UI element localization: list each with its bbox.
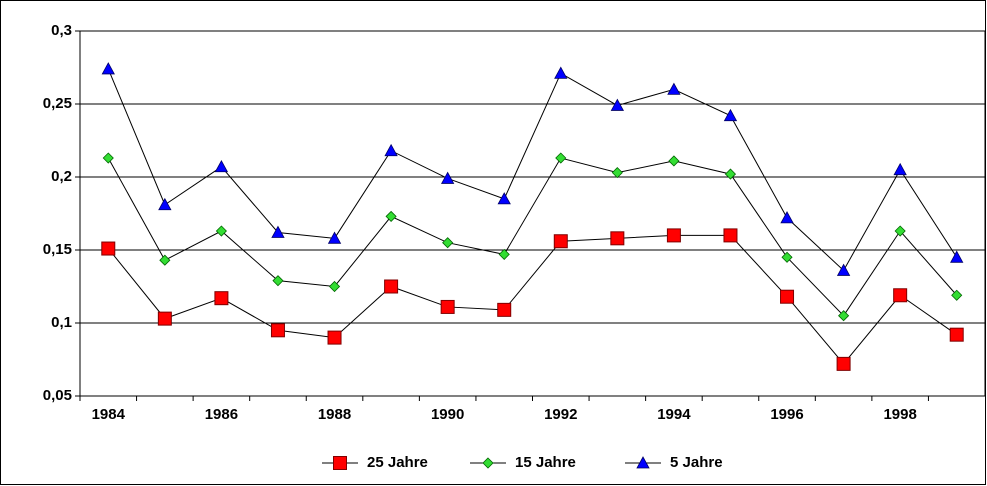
y-tick-label: 0,25 [43, 95, 72, 112]
marker [497, 192, 511, 205]
marker [780, 211, 794, 224]
marker [724, 168, 737, 180]
marker [610, 231, 625, 246]
marker [951, 289, 963, 301]
legend-label: 5 Jahre [670, 454, 723, 471]
y-tick-label: 0,1 [51, 314, 72, 331]
marker [893, 288, 908, 303]
x-tick-label: 1994 [657, 406, 691, 423]
legend-label: 15 Jahre [515, 454, 576, 471]
marker [159, 254, 171, 266]
marker [101, 62, 115, 75]
x-tick-label: 1984 [92, 406, 126, 423]
legend-marker [333, 456, 347, 470]
marker [667, 82, 681, 95]
marker [101, 241, 116, 256]
marker [723, 228, 738, 243]
marker [270, 323, 285, 338]
marker [214, 159, 229, 173]
marker [328, 280, 341, 293]
marker [610, 98, 625, 111]
legend-marker [482, 457, 494, 469]
marker [327, 330, 342, 345]
marker [385, 210, 397, 222]
marker [555, 152, 567, 164]
marker [442, 237, 454, 249]
marker [440, 299, 455, 314]
series-line [107, 234, 958, 365]
y-tick-label: 0,2 [51, 168, 72, 185]
marker [666, 228, 681, 243]
marker [838, 310, 850, 322]
marker [894, 225, 906, 237]
marker [836, 356, 851, 371]
series-line [107, 157, 958, 317]
y-tick-label: 0,05 [43, 387, 72, 404]
marker [893, 162, 907, 176]
marker [384, 279, 399, 294]
legend-marker [636, 456, 650, 469]
marker [327, 231, 342, 244]
marker [780, 289, 795, 304]
x-tick-label: 1986 [205, 406, 238, 423]
x-tick-label: 1988 [318, 406, 351, 423]
plot-area [79, 30, 986, 397]
marker [102, 152, 114, 164]
legend-label: 25 Jahre [367, 454, 428, 471]
x-tick-label: 1996 [770, 406, 803, 423]
marker [553, 234, 568, 249]
y-tick-label: 0,3 [51, 22, 72, 39]
marker [157, 311, 172, 326]
marker [384, 143, 398, 157]
x-tick-label: 1990 [431, 406, 464, 423]
marker [214, 291, 229, 306]
marker [497, 302, 512, 317]
x-tick-label: 1992 [544, 406, 577, 423]
marker [949, 327, 964, 342]
y-tick-label: 0,15 [43, 241, 72, 258]
marker [271, 225, 285, 238]
marker [723, 108, 738, 122]
marker [498, 248, 510, 260]
marker [950, 250, 964, 263]
x-tick-label: 1998 [883, 406, 916, 423]
marker [611, 167, 623, 179]
marker [836, 263, 851, 276]
marker [781, 251, 793, 263]
marker [668, 155, 680, 167]
marker [158, 197, 172, 211]
marker [215, 225, 227, 237]
series-line [107, 68, 958, 272]
marker [272, 275, 284, 287]
marker [440, 171, 455, 184]
marker [554, 66, 568, 79]
